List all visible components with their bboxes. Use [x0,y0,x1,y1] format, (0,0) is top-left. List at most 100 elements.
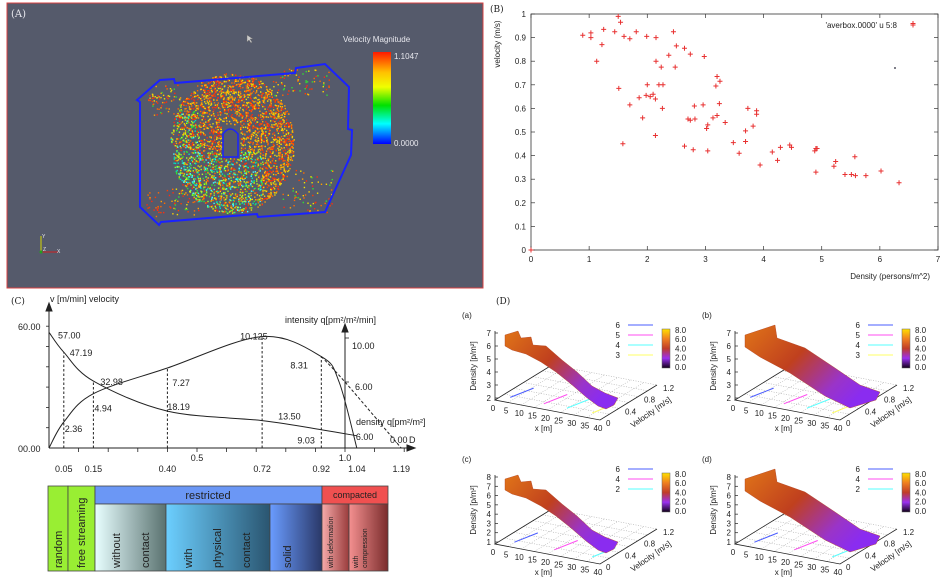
crowd-point [282,108,284,111]
crowd-point [253,149,255,152]
crowd-point [218,176,221,178]
crowd-point [175,96,177,98]
crowd-point [223,177,226,179]
crowd-point [270,102,272,105]
crowd-point [242,115,244,117]
y-tick-label: 0.7 [515,81,527,90]
crowd-point [260,127,263,129]
crowd-point [273,179,276,181]
crowd-point [233,98,236,100]
crowd-point [197,132,200,135]
x-tick-label: 2 [645,255,650,264]
crowd-point [289,149,291,152]
crowd-point [225,179,227,181]
legend-level-label: 4 [856,341,861,350]
crowd-point [251,105,253,107]
crowd-point [262,175,264,178]
crowd-point [276,107,279,110]
crowd-point [292,69,295,72]
crowd-point [311,177,313,179]
crowd-point [216,153,218,155]
crowd-point [194,150,196,152]
crowd-point [284,123,286,126]
crowd-point [301,178,304,180]
crowd-point [205,102,207,105]
crowd-point [244,144,246,146]
crowd-point [230,101,232,103]
crowd-point [235,120,237,122]
crowd-point [194,135,197,138]
crowd-point [237,93,240,96]
crowd-point [247,94,249,96]
crowd-point [219,81,222,84]
crowd-point [254,192,256,194]
crowd-point [232,117,234,119]
crowd-point [194,119,197,122]
crowd-point [218,182,221,184]
crowd-point [186,171,188,173]
crowd-point [194,130,196,132]
crowd-point [246,102,248,104]
crowd-point [208,90,210,92]
crowd-point [242,108,244,111]
crowd-point [241,115,243,117]
z-tick-label: 4 [487,510,492,519]
crowd-point [263,176,265,178]
crowd-point [289,148,291,150]
crowd-point [224,192,226,195]
crowd-point [268,197,270,199]
axes-triad: Y Z X [39,234,61,255]
crowd-point [201,125,203,127]
legend-level-label: 6 [616,465,621,474]
crowd-point [187,187,189,190]
crowd-point [186,185,188,187]
crowd-point [211,126,213,128]
crowd-point [237,182,239,185]
crowd-point [213,106,216,109]
crowd-point [215,201,218,203]
crowd-point [245,87,248,89]
crowd-point [302,195,304,197]
crowd-point [217,93,219,96]
crowd-point [153,209,155,211]
crowd-point [268,180,271,183]
crowd-point [284,164,286,166]
crowd-point [306,81,309,83]
crowd-point [221,83,223,85]
crowd-point [218,83,220,85]
crowd-point [264,133,266,135]
x-tick-label: 0.40 [159,464,177,474]
crowd-point [182,175,185,177]
crowd-point [266,176,268,179]
crowd-point [226,90,228,93]
crowd-point [276,105,278,108]
crowd-point [178,177,180,180]
crowd-point [227,89,229,91]
crowd-point [231,74,234,76]
crowd-point [211,190,213,193]
crowd-point [216,168,218,170]
crowd-point [243,165,245,168]
intensity-data-label: 10.125 [240,332,268,342]
crowd-point [213,170,215,173]
crowd-point [207,90,209,92]
crowd-point [206,168,209,170]
crowd-point [158,98,161,100]
crowd-point [228,98,230,100]
crowd-point [284,171,287,173]
crowd-point [276,91,279,94]
crowd-point [197,135,199,137]
crowd-point [253,120,255,122]
crowd-point [278,158,280,160]
crowd-point [224,101,227,103]
crowd-point [203,146,205,148]
crowd-point [207,98,209,100]
crowd-point [226,165,228,168]
crowd-point [277,145,279,147]
crowd-point [242,158,244,160]
crowd-point [222,91,224,94]
data-point [692,116,698,122]
crowd-point [218,93,220,95]
crowd-point [213,202,215,205]
crowd-point [287,194,289,196]
